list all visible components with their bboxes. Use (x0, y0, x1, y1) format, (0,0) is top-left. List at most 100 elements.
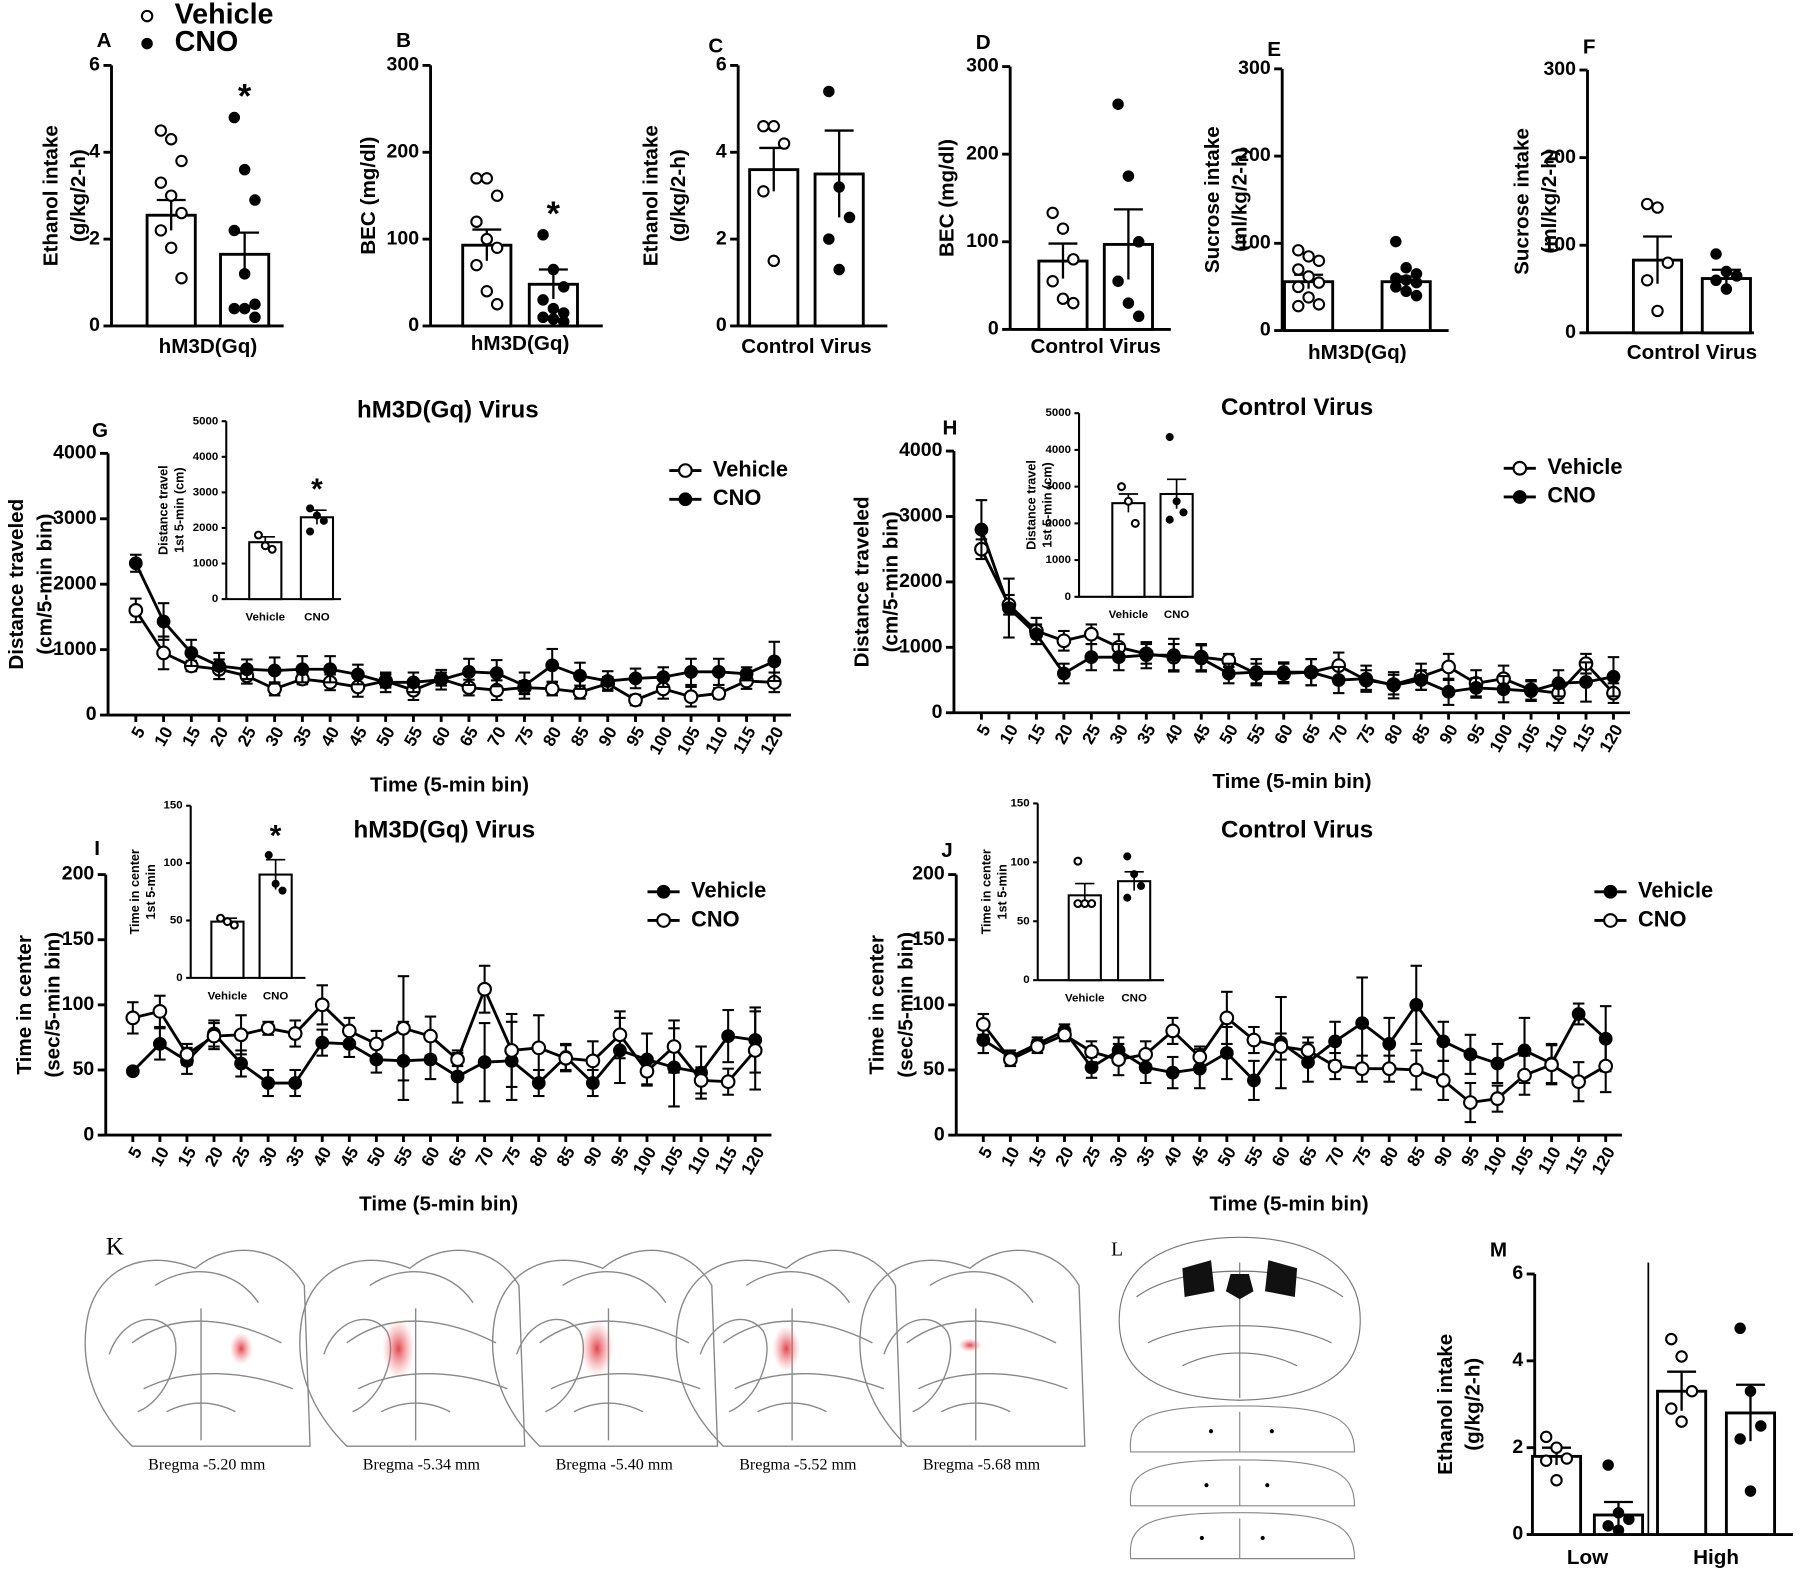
panel-label: J (941, 839, 952, 862)
marker (233, 1027, 249, 1043)
x-axis-label: Time (5-min bin) (359, 1193, 518, 1216)
marker (612, 1027, 628, 1043)
marker (1665, 1332, 1678, 1346)
marker (767, 254, 780, 268)
marker (711, 664, 726, 679)
marker (1579, 675, 1593, 689)
y-tick-label: 150 (1011, 797, 1030, 809)
x-tick-label: 120 (756, 723, 788, 758)
x-tick-label: 55 (1240, 1143, 1267, 1170)
marker (975, 1017, 991, 1032)
y-tick-label: 2000 (53, 572, 97, 594)
y-axis-label: Ethanol intake (39, 125, 62, 266)
section-line (722, 1271, 885, 1441)
y-tick-label: 0 (1512, 1523, 1523, 1545)
y-tick-label: 6 (716, 54, 727, 76)
y-tick-label: 100 (1011, 856, 1030, 868)
marker (1665, 1402, 1678, 1415)
injection-site (958, 1338, 982, 1353)
marker (1273, 1039, 1289, 1054)
significance-marker: * (311, 473, 323, 506)
x-tick-label: 50 (363, 1143, 390, 1170)
x-tick-label: 55 (400, 723, 427, 750)
panel-label: L (1111, 1240, 1123, 1261)
marker (537, 311, 549, 324)
x-tick-label: 20 (205, 723, 232, 750)
marker (1490, 1091, 1505, 1106)
brain-section (492, 1249, 719, 1447)
marker (1046, 206, 1059, 220)
marker (1312, 276, 1326, 289)
marker (1602, 1520, 1614, 1532)
x-tick-label: 20 (1050, 721, 1077, 748)
marker (833, 263, 845, 276)
x-tick-label: 100 (628, 1143, 660, 1178)
x-tick-label: 80 (1375, 1143, 1402, 1170)
x-tick-label: 5 (124, 1143, 146, 1162)
site-dot (1208, 1429, 1214, 1434)
x-tick-label: hM3D(Gq) (159, 335, 258, 358)
x-tick-label: 45 (344, 723, 371, 750)
marker (1469, 681, 1483, 695)
y-tick-label: 150 (912, 928, 945, 950)
marker (288, 1076, 303, 1090)
marker (1132, 236, 1145, 248)
marker (490, 241, 504, 254)
marker (1130, 870, 1139, 879)
marker (470, 215, 483, 228)
marker (1057, 1027, 1072, 1043)
marker (1137, 881, 1146, 890)
marker (747, 1043, 763, 1058)
x-tick-label: 10 (146, 1143, 173, 1170)
x-tick-label: CNO (1164, 609, 1190, 621)
chart-title: Control Virus (1221, 816, 1373, 843)
y-tick-label: 1000 (193, 558, 219, 570)
bar (1530, 1454, 1583, 1536)
marker (1463, 1095, 1478, 1110)
injection-site (580, 1321, 614, 1377)
x-tick-label: Low (1567, 1546, 1609, 1569)
y-tick-label: 0 (176, 972, 182, 984)
marker (1084, 626, 1099, 642)
panel-label: H (942, 417, 957, 440)
marker (1720, 283, 1733, 295)
x-tick-label: Vehicle (246, 612, 286, 624)
marker (238, 268, 251, 280)
brain-section (1118, 1236, 1361, 1401)
marker (693, 1073, 709, 1088)
x-tick-label: 90 (579, 1143, 606, 1170)
marker (306, 504, 315, 513)
marker (179, 1047, 195, 1062)
marker (249, 194, 261, 206)
marker (1249, 665, 1264, 680)
marker (628, 671, 643, 686)
y-axis-label: 1st 5-min (144, 864, 158, 919)
bar (299, 516, 335, 601)
marker (228, 302, 241, 315)
marker (1112, 98, 1124, 110)
marker (1328, 1034, 1342, 1049)
marker (1612, 1507, 1625, 1519)
bar (145, 213, 197, 328)
y-tick-label: 200 (1238, 144, 1271, 166)
marker (1056, 292, 1070, 305)
marker (1292, 244, 1305, 257)
x-tick-label: 105 (656, 1143, 688, 1178)
bar (1067, 894, 1102, 982)
y-tick-label: 0 (932, 701, 943, 723)
y-axis-label: (g/kg/2-h) (67, 149, 90, 242)
legend-marker (1603, 884, 1618, 899)
marker (229, 920, 239, 930)
bar (1117, 880, 1152, 982)
x-tick-label: 90 (1435, 721, 1462, 748)
marker (1165, 1065, 1180, 1080)
x-tick-label: 35 (1132, 1143, 1159, 1170)
marker (1246, 1032, 1262, 1048)
bar (1656, 1389, 1708, 1536)
injection-site (229, 1332, 253, 1365)
marker (295, 662, 310, 677)
marker (544, 681, 560, 697)
x-tick-label: 75 (498, 1143, 525, 1170)
section-slab (1129, 1405, 1356, 1453)
